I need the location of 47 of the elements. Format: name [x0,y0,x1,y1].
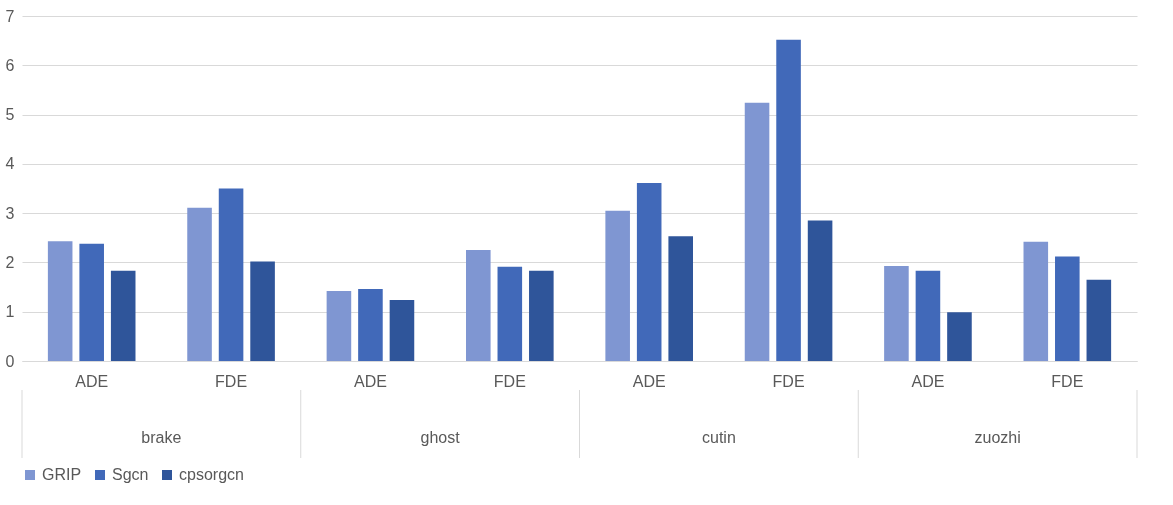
bar [636,183,662,361]
x-tick-label: FDE [493,372,526,390]
legend-label: Sgcn [112,466,149,483]
bar [915,270,941,361]
bar [529,270,554,361]
y-tick-label: 6 [5,56,15,74]
bar [47,241,73,361]
bar [79,243,104,361]
bar [1086,279,1112,361]
text: cutin [701,429,736,446]
x-tick-label: ADE [911,372,945,390]
y-tick-label: 1 [5,303,15,321]
y-tick-label: 2 [5,253,15,271]
bar [884,265,909,361]
bar [605,210,630,361]
x-tick-label: ADE [353,372,387,390]
bar [110,270,136,361]
bar [1023,241,1049,361]
x-tick-label: FDE [1051,372,1084,390]
x-tick-label: ADE [632,372,666,390]
bar [776,39,801,361]
bar [358,289,383,361]
legend-label: cpsorgcn [179,466,244,483]
text: zuozhi [974,429,1021,446]
bar [1055,256,1080,361]
x-tick-label: FDE [772,372,805,390]
bar [807,220,833,361]
bar [250,261,275,361]
bar [466,250,491,361]
bar [218,188,244,361]
bar [326,291,352,361]
x-tick-label: ADE [75,372,109,390]
bar [187,207,212,361]
y-tick-label: 3 [5,204,15,222]
bar [947,312,972,361]
y-tick-label: 5 [5,106,15,124]
legend-label: GRIP [42,466,82,483]
y-tick-label: 7 [5,7,15,25]
bar [497,266,523,361]
y-tick-label: 4 [5,155,15,173]
bar [389,299,415,361]
text: ghost [420,429,461,446]
text: brake [141,429,182,446]
bar [668,236,693,361]
x-tick-label: FDE [215,372,248,390]
bar [744,102,770,361]
y-tick-label: 0 [5,352,15,370]
